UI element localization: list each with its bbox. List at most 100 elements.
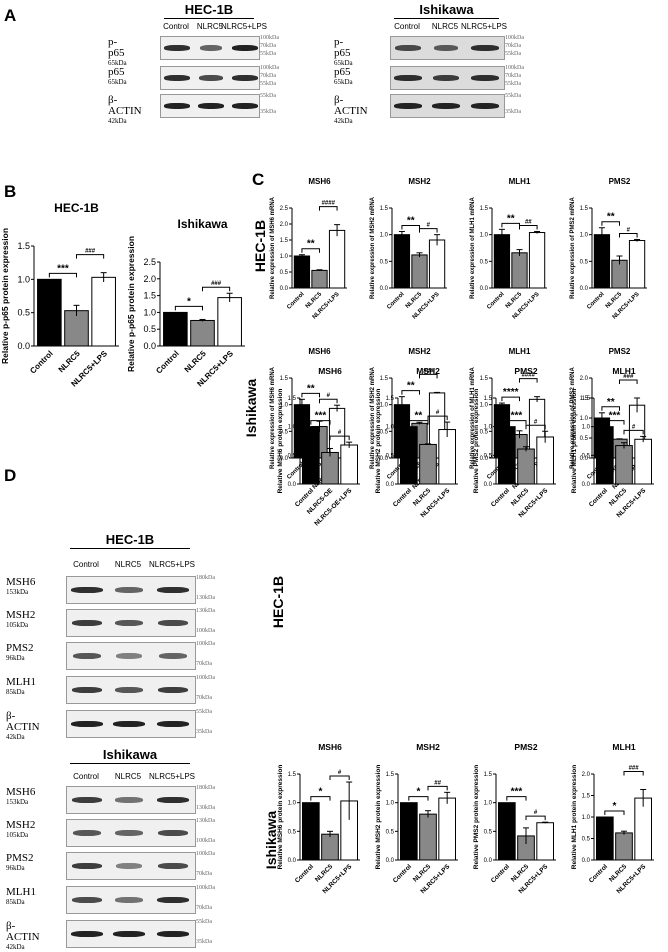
mw-marker: 55kDa — [260, 51, 276, 57]
protein-band — [72, 830, 102, 836]
bar — [493, 234, 511, 289]
y-tick-label: 1.0 — [582, 815, 591, 821]
bar — [400, 426, 418, 485]
panel-label-b: B — [4, 182, 17, 201]
y-tick-label: 0.0 — [143, 341, 156, 351]
blot-cell-line-title: HEC-1B — [105, 532, 155, 547]
blot-strip — [66, 576, 196, 604]
significance-bracket — [301, 248, 320, 253]
mw-marker: 35kDa — [196, 729, 212, 735]
protein-band — [159, 653, 187, 659]
y-tick-label: 0.5 — [484, 453, 493, 459]
category-label: Control — [386, 291, 406, 311]
significance-bracket — [301, 392, 320, 398]
bar — [37, 278, 62, 347]
y-axis-label: Relative expression of MSH6 mRNA — [270, 366, 276, 469]
protein-band — [115, 863, 143, 869]
protein-band — [71, 797, 103, 803]
mw-marker: 35kDa — [505, 109, 521, 115]
significance-bracket — [519, 378, 538, 383]
mw-marker: 70kDa — [196, 871, 212, 877]
bar — [311, 269, 328, 289]
panel-label-d: D — [4, 466, 17, 485]
significance-bracket — [525, 815, 546, 821]
significance-label: *** — [57, 263, 69, 274]
bar — [511, 252, 528, 289]
protein-band — [198, 75, 224, 81]
y-tick-label: 0.0 — [480, 456, 489, 462]
bar — [190, 319, 215, 347]
y-tick-label: 1.0 — [143, 307, 156, 317]
lane-label: NLRC5+LPS — [460, 22, 508, 31]
y-tick-label: 1.0 — [288, 425, 297, 431]
chart-D-ish-pms2: PMS2 0.0 0.5 1.0 1.5 Relative PMS2 protein ex… — [473, 742, 556, 895]
blot-strip — [66, 786, 196, 814]
mw-marker: 70kDa — [196, 661, 212, 667]
protein-band — [471, 103, 499, 109]
significance-label: ## — [525, 219, 532, 225]
y-tick-label: 0.0 — [580, 456, 589, 462]
protein-label: p-p65 65kDa — [108, 36, 127, 68]
title-underline — [70, 548, 190, 549]
mw-marker: 55kDa — [196, 919, 212, 925]
y-tick-label: 0.0 — [280, 456, 289, 462]
chart-title: MLH1 — [509, 347, 531, 356]
bar — [400, 802, 418, 861]
protein-band — [158, 830, 188, 836]
bar — [528, 232, 546, 289]
y-tick-label: 0.0 — [484, 482, 493, 488]
lane-label: NLRC5+LPS — [148, 560, 196, 569]
significance-label: #### — [522, 373, 536, 379]
protein-band — [114, 687, 144, 693]
category-label: NLRC5 — [183, 349, 209, 375]
y-tick-label: 1.5 — [280, 376, 289, 382]
bar — [634, 438, 652, 485]
significance-bracket — [427, 785, 448, 791]
y-tick-label: 0.0 — [386, 858, 395, 864]
protein-band — [164, 103, 190, 109]
lane-label: NLRC5 — [196, 22, 224, 31]
protein-label: β-ACTIN 42kDa — [6, 710, 40, 742]
significance-label: ** — [307, 383, 315, 394]
chart-C-hec-mlh1: MLH1 0.0 0.5 1.0 1.5 Relative expression of M… — [470, 177, 547, 321]
protein-label: MSH2 105kDa — [6, 609, 36, 630]
mw-marker: 35kDa — [260, 109, 276, 115]
protein-band — [471, 45, 499, 51]
y-axis-label: Relative expression of MLH1 mRNA — [470, 196, 476, 298]
bar — [217, 297, 242, 347]
protein-band — [432, 103, 460, 109]
category-label: Control — [392, 487, 413, 508]
y-axis-label: Relative PMS2 protein expression — [473, 765, 480, 869]
significance-bracket — [310, 420, 331, 425]
protein-label: MSH6 153kDa — [6, 576, 36, 597]
y-tick-label: 1.0 — [386, 425, 395, 431]
chart-title: MLH1 — [612, 742, 635, 752]
protein-band — [115, 830, 143, 836]
bar — [411, 254, 428, 289]
significance-bracket — [419, 228, 438, 233]
significance-label: ** — [307, 239, 315, 250]
category-label: Control — [392, 863, 413, 884]
y-tick-label: 1.5 — [480, 206, 489, 212]
significance-bracket — [501, 396, 520, 402]
significance-bracket — [319, 206, 338, 211]
significance-label: * — [187, 296, 191, 307]
category-label: Control — [286, 291, 306, 311]
bar — [163, 311, 188, 347]
protein-band — [115, 587, 143, 593]
y-tick-label: 1.5 — [484, 396, 493, 402]
significance-label: # — [436, 410, 440, 416]
y-tick-label: 2.0 — [143, 274, 156, 284]
blot-strip — [390, 94, 505, 118]
protein-band — [71, 587, 103, 593]
chart-title: PMS2 — [514, 742, 537, 752]
bar — [498, 802, 516, 861]
y-tick-label: 1.0 — [17, 274, 30, 284]
mw-marker: 100kDa — [260, 35, 279, 41]
protein-band — [71, 721, 103, 727]
protein-band — [114, 620, 144, 626]
y-tick-label: 1.5 — [582, 794, 591, 800]
protein-band — [433, 45, 459, 51]
significance-label: * — [612, 801, 616, 812]
